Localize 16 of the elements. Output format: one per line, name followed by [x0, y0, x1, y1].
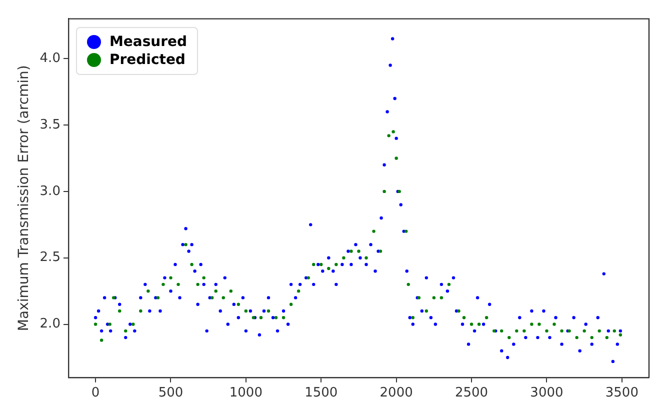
y-axis-title: Maximum Transmission Error (arcmin) — [16, 65, 32, 332]
x-tick-label: 1000 — [229, 386, 262, 401]
x-tick-label: 500 — [158, 386, 184, 401]
y-tick-label: 3.0 — [40, 184, 60, 199]
x-tick-label: 2500 — [454, 386, 488, 401]
x-tick-label: 1500 — [304, 386, 338, 401]
y-tick-label: 3.5 — [40, 117, 60, 132]
legend-label: Predicted — [109, 52, 186, 68]
x-tick-label: 2000 — [380, 386, 413, 401]
y-tick-label: 4.0 — [40, 51, 60, 66]
x-tick-label: 3000 — [530, 386, 564, 401]
x-tick-label: 3500 — [605, 386, 638, 401]
legend-label: Measured — [109, 34, 188, 50]
y-tick-label: 2.0 — [40, 316, 60, 332]
x-tick-label: 0 — [91, 386, 100, 401]
y-tick-label: 2.5 — [40, 250, 60, 266]
